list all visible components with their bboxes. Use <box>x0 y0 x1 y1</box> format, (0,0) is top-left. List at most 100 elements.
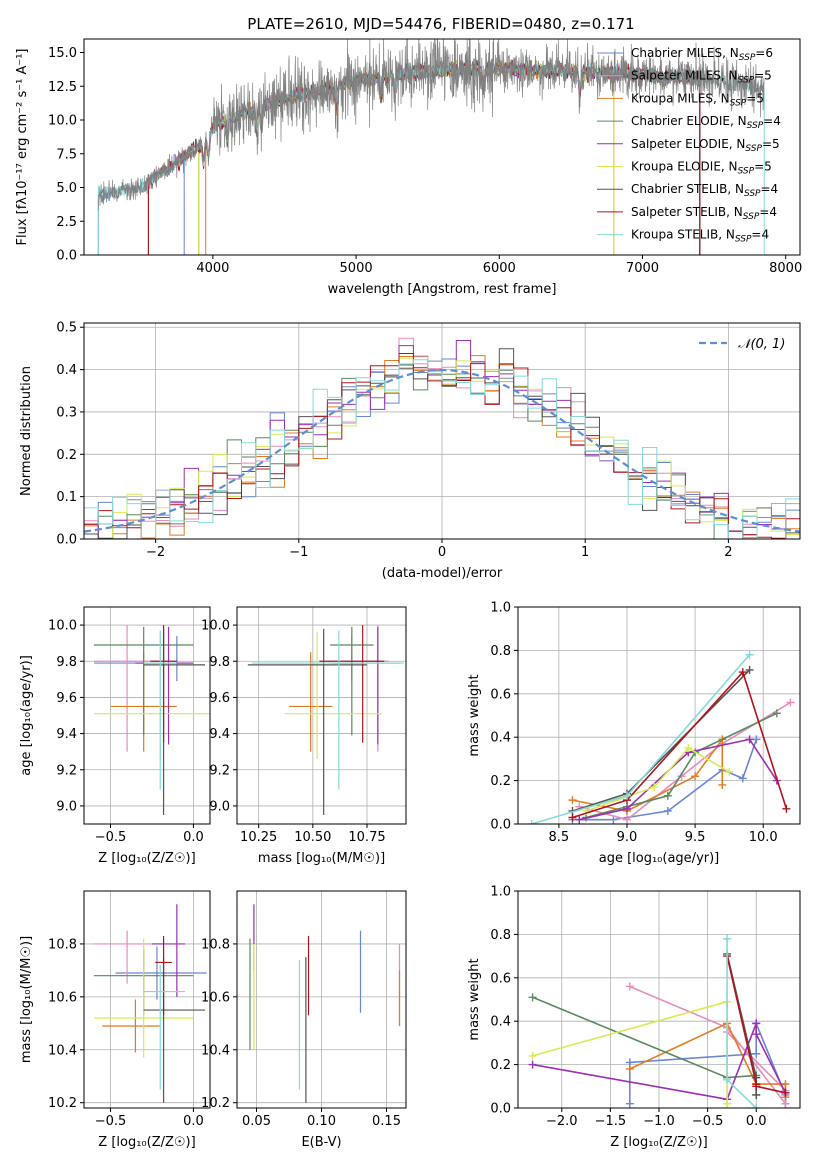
weight-line <box>585 746 730 812</box>
x-tick-label: −1 <box>289 545 308 560</box>
errorbar-point <box>93 626 194 736</box>
errorbar-point <box>143 957 206 1103</box>
y-tick-label: 10.8 <box>48 937 77 952</box>
plus-marker <box>745 650 754 659</box>
y-tick-label: 10.2 <box>201 1096 230 1111</box>
age_vs_Z-ylabel: age [log₁₀(age/yr)] <box>19 655 34 776</box>
spectrum-frame <box>83 38 801 256</box>
age_vs_Z-plot-area <box>84 607 210 824</box>
y-tick-label: 1.0 <box>490 601 511 616</box>
errorbar-point <box>330 635 363 682</box>
plus-marker <box>786 698 795 707</box>
residuals-grid <box>84 323 800 539</box>
y-tick-label: 0.0 <box>490 818 511 833</box>
y-tick-label: 9.2 <box>56 763 77 778</box>
y-tick-label: 0.2 <box>490 1058 511 1073</box>
weight_vs_age-xlabel: age [log₁₀(age/yr)] <box>599 851 720 866</box>
y-tick-label: 1.0 <box>490 885 511 900</box>
weight_vs_Z-panel: −2.0 −1.5 −1.0 −0.5 0.0 0.0 0.2 0.4 0.6 0.8 1.0 Z [… <box>467 885 801 1150</box>
plus-marker <box>663 791 672 800</box>
x-tick-label: 0.0 <box>183 1114 204 1129</box>
plus-marker <box>718 780 727 789</box>
x-tick-label: 9.5 <box>685 830 706 845</box>
weight_vs_Z-plot-area <box>518 891 800 1108</box>
errorbar-point <box>102 999 161 1053</box>
y-tick-label: 9.0 <box>209 799 230 814</box>
y-tick-label: 7.5 <box>56 147 77 162</box>
x-tick-label: 10.75 <box>348 830 385 845</box>
weight_vs_age-grid <box>518 607 800 824</box>
x-tick-label: −0.5 <box>692 1114 724 1129</box>
errorbar-point <box>115 946 207 1000</box>
plus-marker <box>752 1082 761 1091</box>
legend-entry: Salpeter MILES, NSSP=5 <box>631 69 772 86</box>
panels: 4000 5000 6000 7000 80000.02.55.07.510.012.5… <box>15 38 802 1150</box>
x-tick-label: 8.5 <box>549 830 570 845</box>
plus-marker <box>625 1099 634 1108</box>
y-tick-label: 0.5 <box>56 321 77 336</box>
y-tick-label: 0.1 <box>56 490 77 505</box>
plus-marker <box>684 744 693 753</box>
plus-marker <box>622 815 631 824</box>
legend-entry: Salpeter STELIB, NSSP=4 <box>631 205 777 222</box>
plus-marker <box>738 668 747 677</box>
legend-entry: Chabrier MILES, NSSP=6 <box>631 46 773 63</box>
plus-marker <box>625 1064 634 1073</box>
legend-entry: Chabrier STELIB, NSSP=4 <box>631 182 778 199</box>
y-tick-label: 9.8 <box>56 655 77 670</box>
y-tick-label: 15.0 <box>48 46 77 61</box>
plus-marker <box>752 735 761 744</box>
x-tick-label: 2 <box>724 545 732 560</box>
y-tick-label: 10.4 <box>201 1043 230 1058</box>
weight-line <box>572 670 788 819</box>
y-tick-label: 0.0 <box>56 533 77 548</box>
errorbar-point <box>93 938 194 1058</box>
plus-marker <box>723 1099 732 1108</box>
plus-marker <box>568 813 577 822</box>
y-tick-label: 10.8 <box>201 937 230 952</box>
residuals-legend: 𝒩(0, 1) <box>699 337 785 352</box>
plus-marker <box>752 1019 761 1028</box>
weight_vs_age-plot-area <box>518 607 800 824</box>
errorbar-point <box>143 630 177 790</box>
y-tick-label: 10.6 <box>48 990 77 1005</box>
y-tick-label: 9.0 <box>56 799 77 814</box>
weight-line <box>572 739 758 821</box>
y-tick-label: 0.4 <box>490 731 511 746</box>
plus-marker <box>528 1060 537 1069</box>
errorbar-point <box>247 628 367 815</box>
y-tick-label: 10.4 <box>48 1043 77 1058</box>
x-tick-label: 10.50 <box>294 830 331 845</box>
y-tick-label: 10.0 <box>201 619 230 634</box>
weight-line <box>531 654 751 824</box>
plus-marker <box>781 1080 790 1089</box>
y-tick-label: 2.5 <box>56 215 77 230</box>
mass_vs_Z-plot-area <box>84 891 210 1108</box>
plus-marker <box>723 1075 732 1084</box>
plus-marker <box>745 665 754 674</box>
x-tick-label: −2.0 <box>546 1114 578 1129</box>
plus-marker <box>528 993 537 1002</box>
y-tick-label: 0.0 <box>490 1102 511 1117</box>
plus-marker <box>781 1088 790 1097</box>
gaussian-curve <box>84 368 800 533</box>
y-tick-label: 0.6 <box>490 687 511 702</box>
y-tick-label: 9.8 <box>209 655 230 670</box>
y-tick-label: 9.4 <box>56 727 77 742</box>
errorbar-point <box>151 904 186 997</box>
model-spectrum-line <box>147 59 701 255</box>
errorbar-point <box>150 625 177 743</box>
residual-histogram <box>84 353 800 539</box>
model-spectrum-line <box>147 60 701 255</box>
y-tick-label: 9.4 <box>209 727 230 742</box>
x-tick-label: −0.5 <box>95 830 127 845</box>
x-tick-label: 1 <box>581 545 589 560</box>
x-tick-label: 0.05 <box>242 1114 271 1129</box>
x-tick-label: 7000 <box>626 261 659 276</box>
weight-series <box>575 698 795 824</box>
x-tick-label: 9.0 <box>617 830 638 845</box>
mass_vs_EBV-panel: 0.05 0.10 0.15 10.2 10.4 10.6 10.8 E(B-V) <box>201 890 407 1150</box>
model-spectrum-line <box>147 61 701 255</box>
mass_vs_EBV-xlabel: E(B-V) <box>301 1135 341 1150</box>
